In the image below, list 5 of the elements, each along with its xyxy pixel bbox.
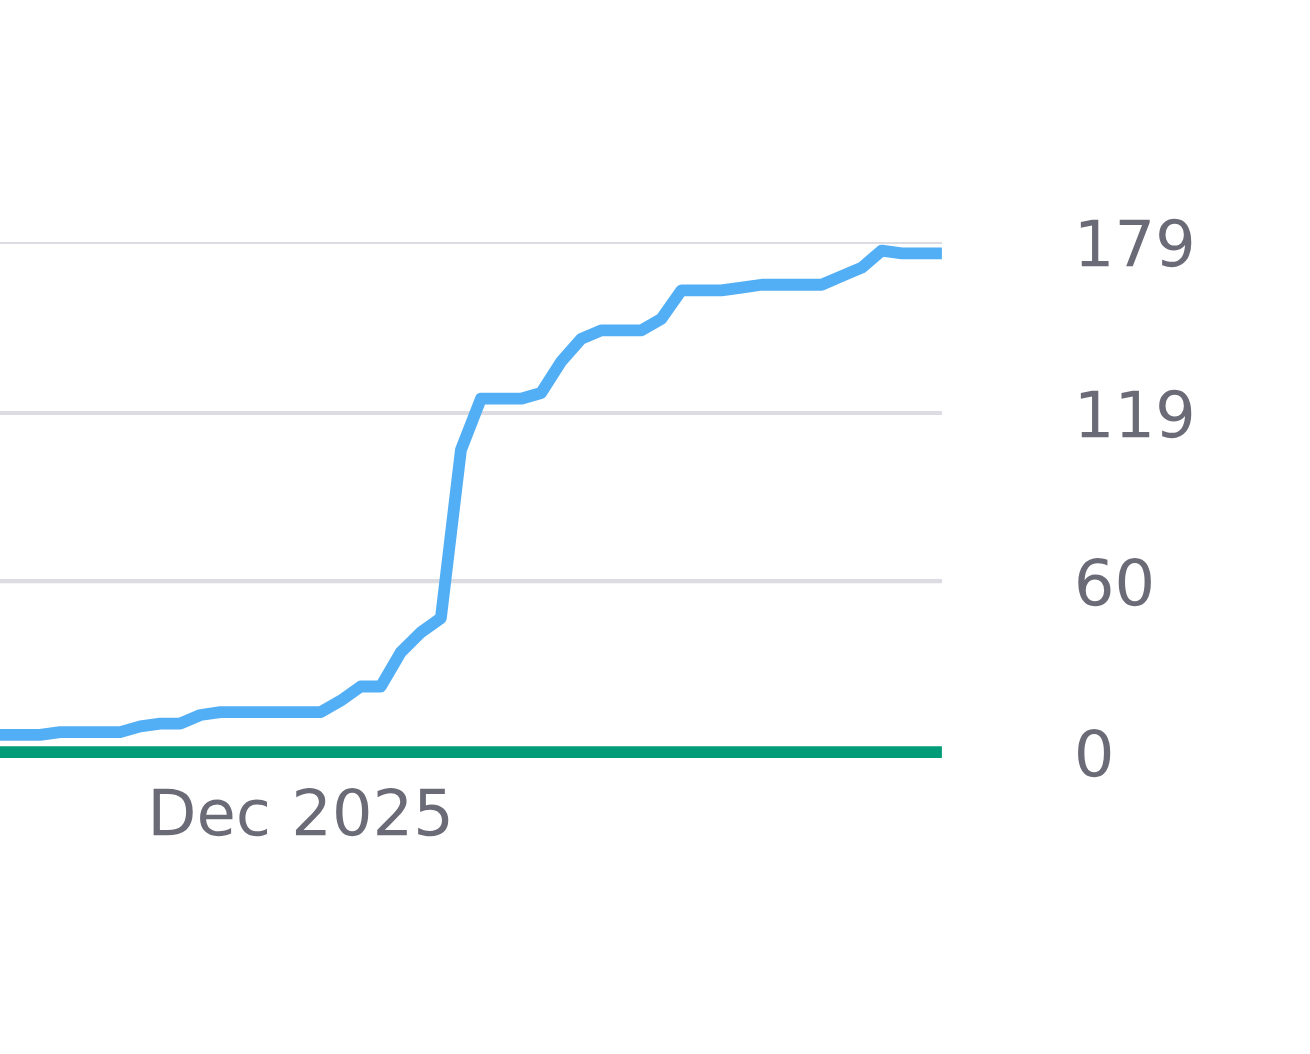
x-tick-label: Dec 2025 [153, 787, 449, 837]
y-tick-label: 119 [1080, 389, 1192, 439]
y-tick-label: 60 [1078, 557, 1151, 607]
y-tick-label: 179 [1080, 218, 1192, 268]
y-tick-label: 0 [1078, 728, 1111, 778]
